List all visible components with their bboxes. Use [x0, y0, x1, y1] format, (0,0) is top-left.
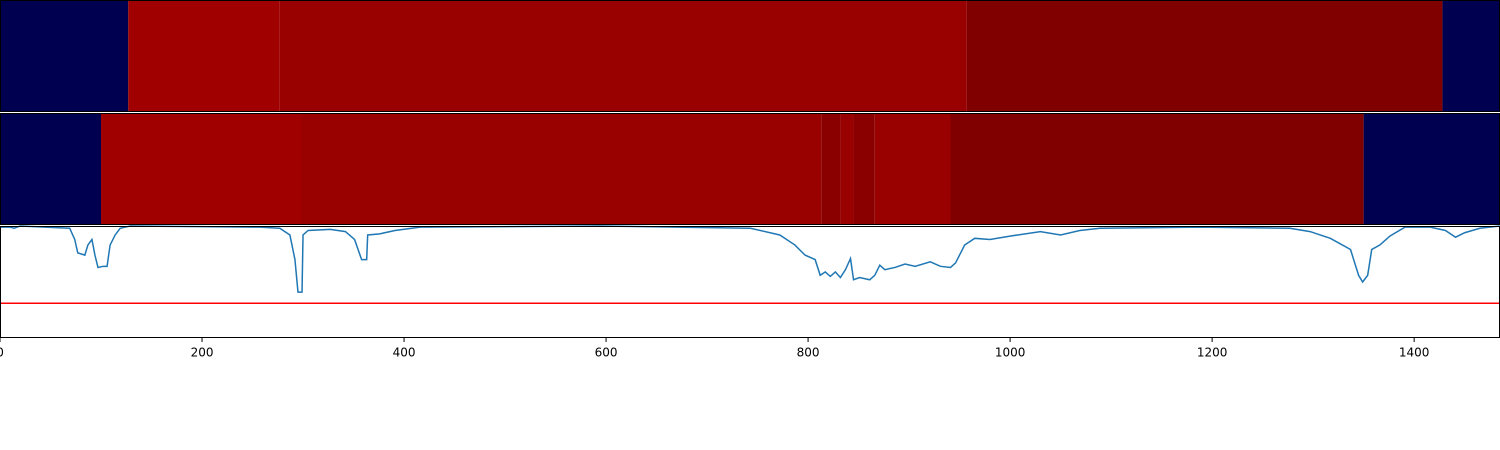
x-tick-label: 400 — [393, 346, 416, 360]
band-segment — [840, 113, 854, 225]
band-segment — [1442, 0, 1500, 112]
band-segment — [101, 113, 302, 225]
x-tick-label: 1200 — [1197, 346, 1228, 360]
band-segment — [301, 113, 822, 225]
x-tick-label: 0 — [0, 346, 4, 360]
x-tick-label: 600 — [595, 346, 618, 360]
band-segment — [0, 113, 102, 225]
band-segment — [1363, 113, 1500, 225]
x-tick-label: 1400 — [1399, 346, 1430, 360]
band-segment — [874, 113, 951, 225]
band-segment — [128, 0, 280, 112]
x-tick-label: 200 — [191, 346, 214, 360]
panel-border — [0, 226, 1500, 338]
x-tick-label: 1000 — [995, 346, 1026, 360]
band-segment — [853, 113, 875, 225]
band-segment — [966, 0, 1443, 112]
x-tick-label: 800 — [797, 346, 820, 360]
band-segment — [279, 0, 967, 112]
band-segment — [950, 113, 1364, 225]
band-segment — [0, 0, 129, 112]
band-segment — [821, 113, 841, 225]
data-line — [0, 225, 1500, 293]
